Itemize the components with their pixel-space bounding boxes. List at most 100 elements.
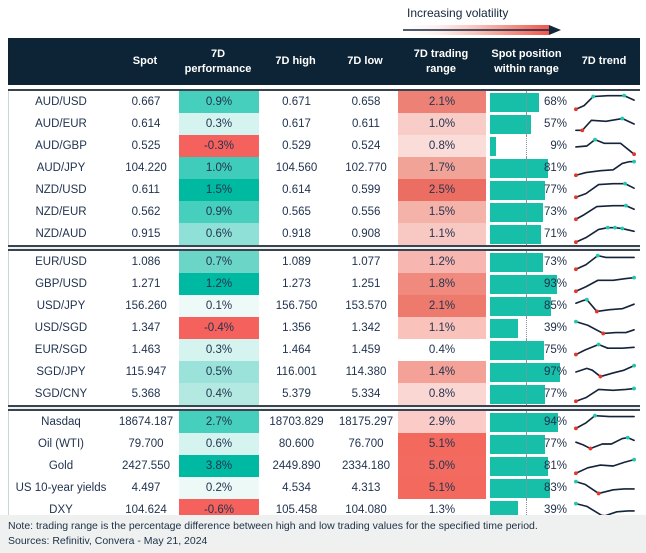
spot-position-label: 77% — [543, 438, 567, 450]
row-label: AUD/GBP — [35, 140, 87, 152]
range-midpoint-line — [526, 223, 527, 245]
table-row: NZD/EUR 0.562 0.9% 0.565 0.556 1.5% 73% — [9, 201, 640, 223]
spot-position-cell: 85% — [486, 295, 569, 317]
range-midpoint-line — [526, 361, 527, 383]
table-row: NZD/USD 0.611 1.5% 0.614 0.599 2.5% 77% — [9, 179, 640, 201]
sources-line: Sources: Refinitiv, Convera - May 21, 20… — [8, 535, 208, 548]
row-label: AUD/JPY — [36, 162, 86, 174]
spot-position-bar — [490, 412, 558, 432]
trend-cell — [569, 157, 641, 179]
spot-value: 115.947 — [125, 366, 167, 378]
high-value: 0.918 — [282, 228, 311, 240]
table-row: Oil (WTI) 79.700 0.6% 80.600 76.700 5.1% 77% — [9, 433, 640, 455]
row-label: US 10-year yields — [15, 482, 107, 494]
trend-high-dot — [596, 342, 601, 347]
table-row: USD/JPY 156.260 0.1% 156.750 153.570 2.1% 85% — [9, 295, 640, 317]
performance-cell: 0.6% — [179, 433, 259, 455]
table-body: AUD/USD 0.667 0.9% 0.671 0.658 2.1% 68% AUD/EUR… — [8, 91, 640, 521]
range-midpoint-line — [526, 477, 527, 499]
spot-value: 0.667 — [131, 96, 161, 108]
trading-range-cell: 2.1% — [398, 295, 486, 317]
trend-sparkline — [574, 203, 635, 222]
spot-position-label: 75% — [543, 344, 567, 356]
low-value: 1.077 — [351, 256, 381, 268]
volatility-legend: Increasing volatility — [403, 6, 575, 36]
trading-range-cell: 5.0% — [398, 455, 486, 477]
spot-value: 0.611 — [132, 184, 160, 196]
table-row: AUD/EUR 0.614 0.3% 0.617 0.611 1.0% 57% — [9, 113, 640, 135]
high-value: 1.464 — [282, 344, 311, 356]
range-midpoint-line — [526, 295, 527, 317]
trend-cell — [569, 383, 641, 405]
spot-position-label: 83% — [543, 482, 567, 494]
low-value: 0.908 — [351, 228, 381, 240]
spot-position-cell: 83% — [486, 477, 569, 499]
spot-position-label: 77% — [543, 388, 567, 400]
right-arrow-icon — [403, 25, 561, 35]
trading-range-cell: 0.4% — [398, 339, 486, 361]
performance-cell: 0.9% — [179, 201, 259, 223]
range-midpoint-line — [526, 433, 527, 455]
trend-cell — [569, 477, 641, 499]
spot-position-bar — [490, 500, 519, 520]
spot-position-label: 77% — [543, 184, 567, 196]
trend-sparkline — [574, 181, 635, 200]
range-midpoint-line — [526, 317, 527, 339]
low-value: 153.570 — [345, 300, 387, 312]
spot-position-cell: 75% — [486, 339, 569, 361]
spot-position-bar — [490, 136, 497, 156]
performance-cell: 0.9% — [179, 91, 259, 113]
table-row: GBP/USD 1.271 1.2% 1.273 1.251 1.8% 93% — [9, 273, 640, 295]
spot-value: 1.271 — [131, 278, 161, 290]
spot-position-label: 71% — [543, 228, 567, 240]
trend-sparkline — [575, 363, 636, 379]
spot-value: 2427.550 — [122, 460, 170, 472]
table-row: Nasdaq 18674.187 2.7% 18703.829 18175.297 2.9… — [9, 411, 640, 433]
trend-low-dot — [574, 217, 578, 222]
row-label: AUD/EUR — [35, 118, 87, 130]
high-value: 116.001 — [276, 366, 317, 378]
trend-sparkline — [574, 225, 635, 244]
trend-sparkline — [574, 93, 635, 112]
trading-range-cell: 2.9% — [398, 411, 486, 433]
trend-low-dot — [574, 267, 578, 272]
trend-high-dot — [624, 203, 628, 208]
spot-position-cell: 73% — [486, 251, 569, 273]
performance-cell: 0.1% — [179, 295, 259, 317]
spot-position-label: 39% — [543, 322, 567, 334]
trend-high-dot — [613, 225, 617, 230]
trading-range-cell: 0.8% — [398, 135, 486, 157]
performance-cell: 0.4% — [179, 383, 259, 405]
trend-cell — [569, 135, 641, 157]
trend-cell — [569, 179, 641, 201]
performance-cell: 0.5% — [179, 361, 259, 383]
spot-position-label: 73% — [543, 206, 567, 218]
spot-value: 0.525 — [131, 140, 161, 152]
performance-cell: 3.8% — [179, 455, 259, 477]
trend-cell — [569, 455, 641, 477]
trend-high-dot — [574, 479, 578, 484]
spot-position-cell: 9% — [486, 135, 569, 157]
trading-range-cell: 1.8% — [398, 273, 486, 295]
trend-high-dot — [632, 363, 636, 368]
group-separator — [8, 405, 640, 411]
trend-high-dot — [574, 501, 578, 506]
spot-position-cell: 39% — [486, 499, 569, 521]
trend-low-dot — [580, 128, 585, 133]
high-value: 4.534 — [282, 482, 311, 494]
trend-cell — [569, 201, 641, 223]
row-label: SGD/CNY — [34, 388, 88, 400]
spot-position-cell: 93% — [486, 273, 569, 295]
trend-high-dot — [605, 225, 610, 230]
spot-position-label: 57% — [543, 118, 567, 130]
spot-position-cell: 77% — [486, 179, 569, 201]
trend-sparkline — [574, 342, 635, 357]
range-midpoint-line — [526, 273, 527, 295]
high-value: 18703.829 — [269, 416, 324, 428]
spot-value: 104.624 — [125, 504, 167, 516]
low-value: 0.524 — [351, 140, 381, 152]
spot-position-bar — [490, 362, 560, 382]
trend-sparkline — [575, 137, 636, 156]
spot-position-bar — [490, 384, 546, 404]
